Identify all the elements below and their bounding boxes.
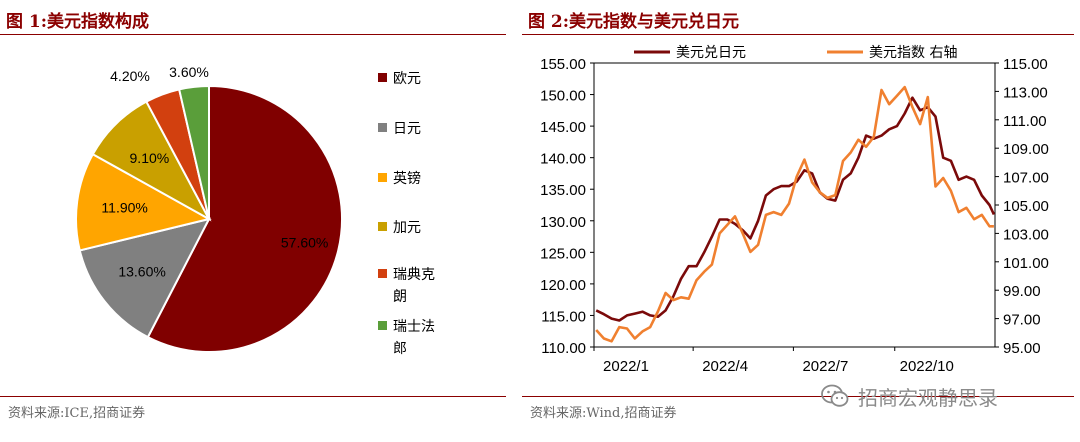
figure-1-source: 资料来源:ICE,招商证券 <box>8 406 146 421</box>
y-left-tick-label-7: 145.00 <box>540 119 586 136</box>
y-right-tick-label-1: 97.00 <box>1003 312 1041 329</box>
watermark-text: 招商宏观静思录 <box>858 385 998 410</box>
y-left-tick-label-1: 115.00 <box>541 308 586 325</box>
y-left-tick-label-3: 125.00 <box>540 245 586 262</box>
legend-swatch-3 <box>378 173 387 182</box>
figure-1-panel: 图 1:美元指数构成 57.60% 13.60% 11.90% 9.10% 4.20% 3… <box>0 0 522 442</box>
y-right-tick-label-9: 113.00 <box>1003 84 1048 101</box>
y-right-tick-label-3: 101.00 <box>1003 255 1049 272</box>
x-tick-label-2: 2022/7 <box>802 358 848 375</box>
figure-2-source: 资料来源:Wind,招商证券 <box>530 406 677 421</box>
figure-1-title: 图 1:美元指数构成 <box>6 12 150 32</box>
legend-label-6: 瑞士法郎 <box>393 319 435 357</box>
y-left-tick-label-4: 130.00 <box>540 214 586 231</box>
plot-frame <box>593 62 996 348</box>
y-right-tick-label-6: 107.00 <box>1003 170 1049 187</box>
y-right-tick-label-7: 109.00 <box>1003 141 1049 158</box>
pie-slice-6 <box>177 84 210 220</box>
pie-slice-1 <box>146 84 344 353</box>
y-right-tick-label-5: 105.00 <box>1003 198 1049 215</box>
figure-2-bottom-rule <box>522 396 1074 397</box>
y-left-tick-label-2: 120.00 <box>540 277 586 294</box>
pie-label-slice-6: 3.60% <box>169 64 209 80</box>
figure-2-panel: 图 2:美元指数与美元兑日元 110.00 115.00 120.00 125.00 1… <box>522 0 1080 442</box>
legend-label-5: 瑞典克朗 <box>393 267 435 305</box>
pie-label-slice-2: 13.60% <box>118 264 165 280</box>
pie-slice-3 <box>75 152 212 252</box>
series-line-2 <box>595 85 994 343</box>
legend-label-3: 英镑 <box>393 170 421 187</box>
y-left-tick-label-8: 150.00 <box>540 88 586 105</box>
x-tick-label-3: 2022/10 <box>900 358 954 375</box>
y-right-tick-label-8: 111.00 <box>1003 113 1047 130</box>
legend-label-4: 加元 <box>393 220 421 236</box>
y-left-tick-label-9: 155.00 <box>540 56 586 73</box>
x-tick-label-0: 2022/1 <box>603 358 649 375</box>
pie-label-slice-3: 11.90% <box>101 200 147 216</box>
line-chart: 110.00 115.00 120.00 125.00 130.00 135.00 140.… <box>540 45 1049 375</box>
legend-label-2: 日元 <box>393 121 421 137</box>
figure-1-bottom-rule <box>0 396 506 397</box>
legend-text-2: 美元指数 右轴 <box>869 45 957 61</box>
figure-2-top-rule <box>522 34 1074 35</box>
y-right-tick-label-10: 115.00 <box>1003 56 1048 73</box>
legend-swatch-4 <box>378 222 387 231</box>
pie-slice-2 <box>78 217 211 339</box>
legend-swatch-1 <box>378 73 387 82</box>
watermark: 招商宏观静思录 <box>820 380 998 412</box>
x-tick-label-1: 2022/4 <box>702 358 748 375</box>
series-line-1 <box>595 96 996 322</box>
y-left-tick-label-0: 110.00 <box>541 340 586 357</box>
y-right-tick-label-2: 99.00 <box>1003 283 1041 300</box>
y-left-tick-label-6: 140.00 <box>540 151 586 168</box>
y-right-tick-label-4: 103.00 <box>1003 226 1049 243</box>
y-right-tick-label-0: 95.00 <box>1003 340 1041 357</box>
figure-1-top-rule <box>0 34 506 35</box>
pie-label-slice-1: 57.60% <box>281 234 328 250</box>
legend-text-1: 美元兑日元 <box>676 45 746 61</box>
y-left-tick-label-5: 135.00 <box>540 182 586 199</box>
pie-label-slice-5: 4.20% <box>110 68 150 84</box>
wechat-icon <box>821 384 849 407</box>
pie-chart: 57.60% 13.60% 11.90% 9.10% 4.20% 3.60% 欧元日元英镑加… <box>75 64 435 357</box>
legend-swatch-6 <box>378 321 387 330</box>
legend-swatch-2 <box>378 123 387 132</box>
legend-label-1: 欧元 <box>393 71 421 87</box>
legend-swatch-5 <box>378 269 387 278</box>
pie-label-slice-4: 9.10% <box>130 150 170 166</box>
figure-2-title: 图 2:美元指数与美元兑日元 <box>528 12 740 32</box>
